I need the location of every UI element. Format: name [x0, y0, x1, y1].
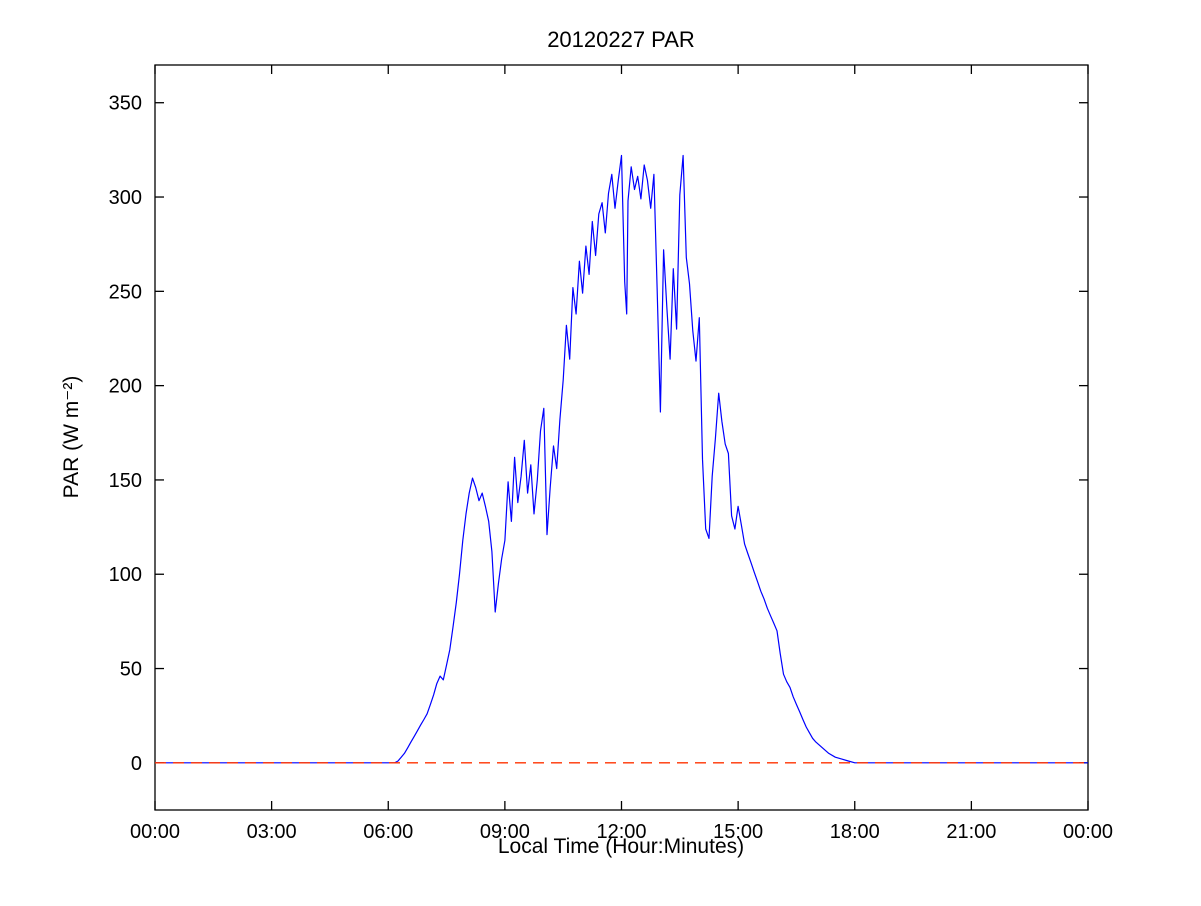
x-axis-label: Local Time (Hour:Minutes)	[498, 835, 744, 858]
series-par	[155, 154, 1088, 764]
x-tick-label: 00:00	[1063, 821, 1113, 843]
x-tick-label: 15:00	[713, 821, 763, 843]
y-tick-label: 200	[109, 376, 142, 398]
x-tick-label: 09:00	[480, 821, 530, 843]
y-tick-label: 50	[120, 659, 142, 681]
y-tick-label: 300	[109, 187, 142, 209]
chart-title: 20120227 PAR	[547, 27, 695, 52]
x-tick-label: 21:00	[946, 821, 996, 843]
x-tick-label: 18:00	[830, 821, 880, 843]
plot-dynamic-layer: 00:00 03:00 06:00 09:00 12:00 15:00 18:00 21:00…	[109, 65, 1113, 843]
y-tick-label: 350	[109, 93, 142, 115]
y-tick-label: 0	[131, 753, 142, 775]
y-tick-label: 150	[109, 470, 142, 492]
x-tick-label: 12:00	[596, 821, 646, 843]
y-tick-label: 100	[109, 564, 142, 586]
x-tick-label: 03:00	[247, 821, 297, 843]
x-tick-label: 00:00	[130, 821, 180, 843]
y-tick-label: 250	[109, 281, 142, 303]
x-tick-label: 06:00	[363, 821, 413, 843]
y-axis-label: PAR (W m⁻²)	[60, 376, 83, 499]
